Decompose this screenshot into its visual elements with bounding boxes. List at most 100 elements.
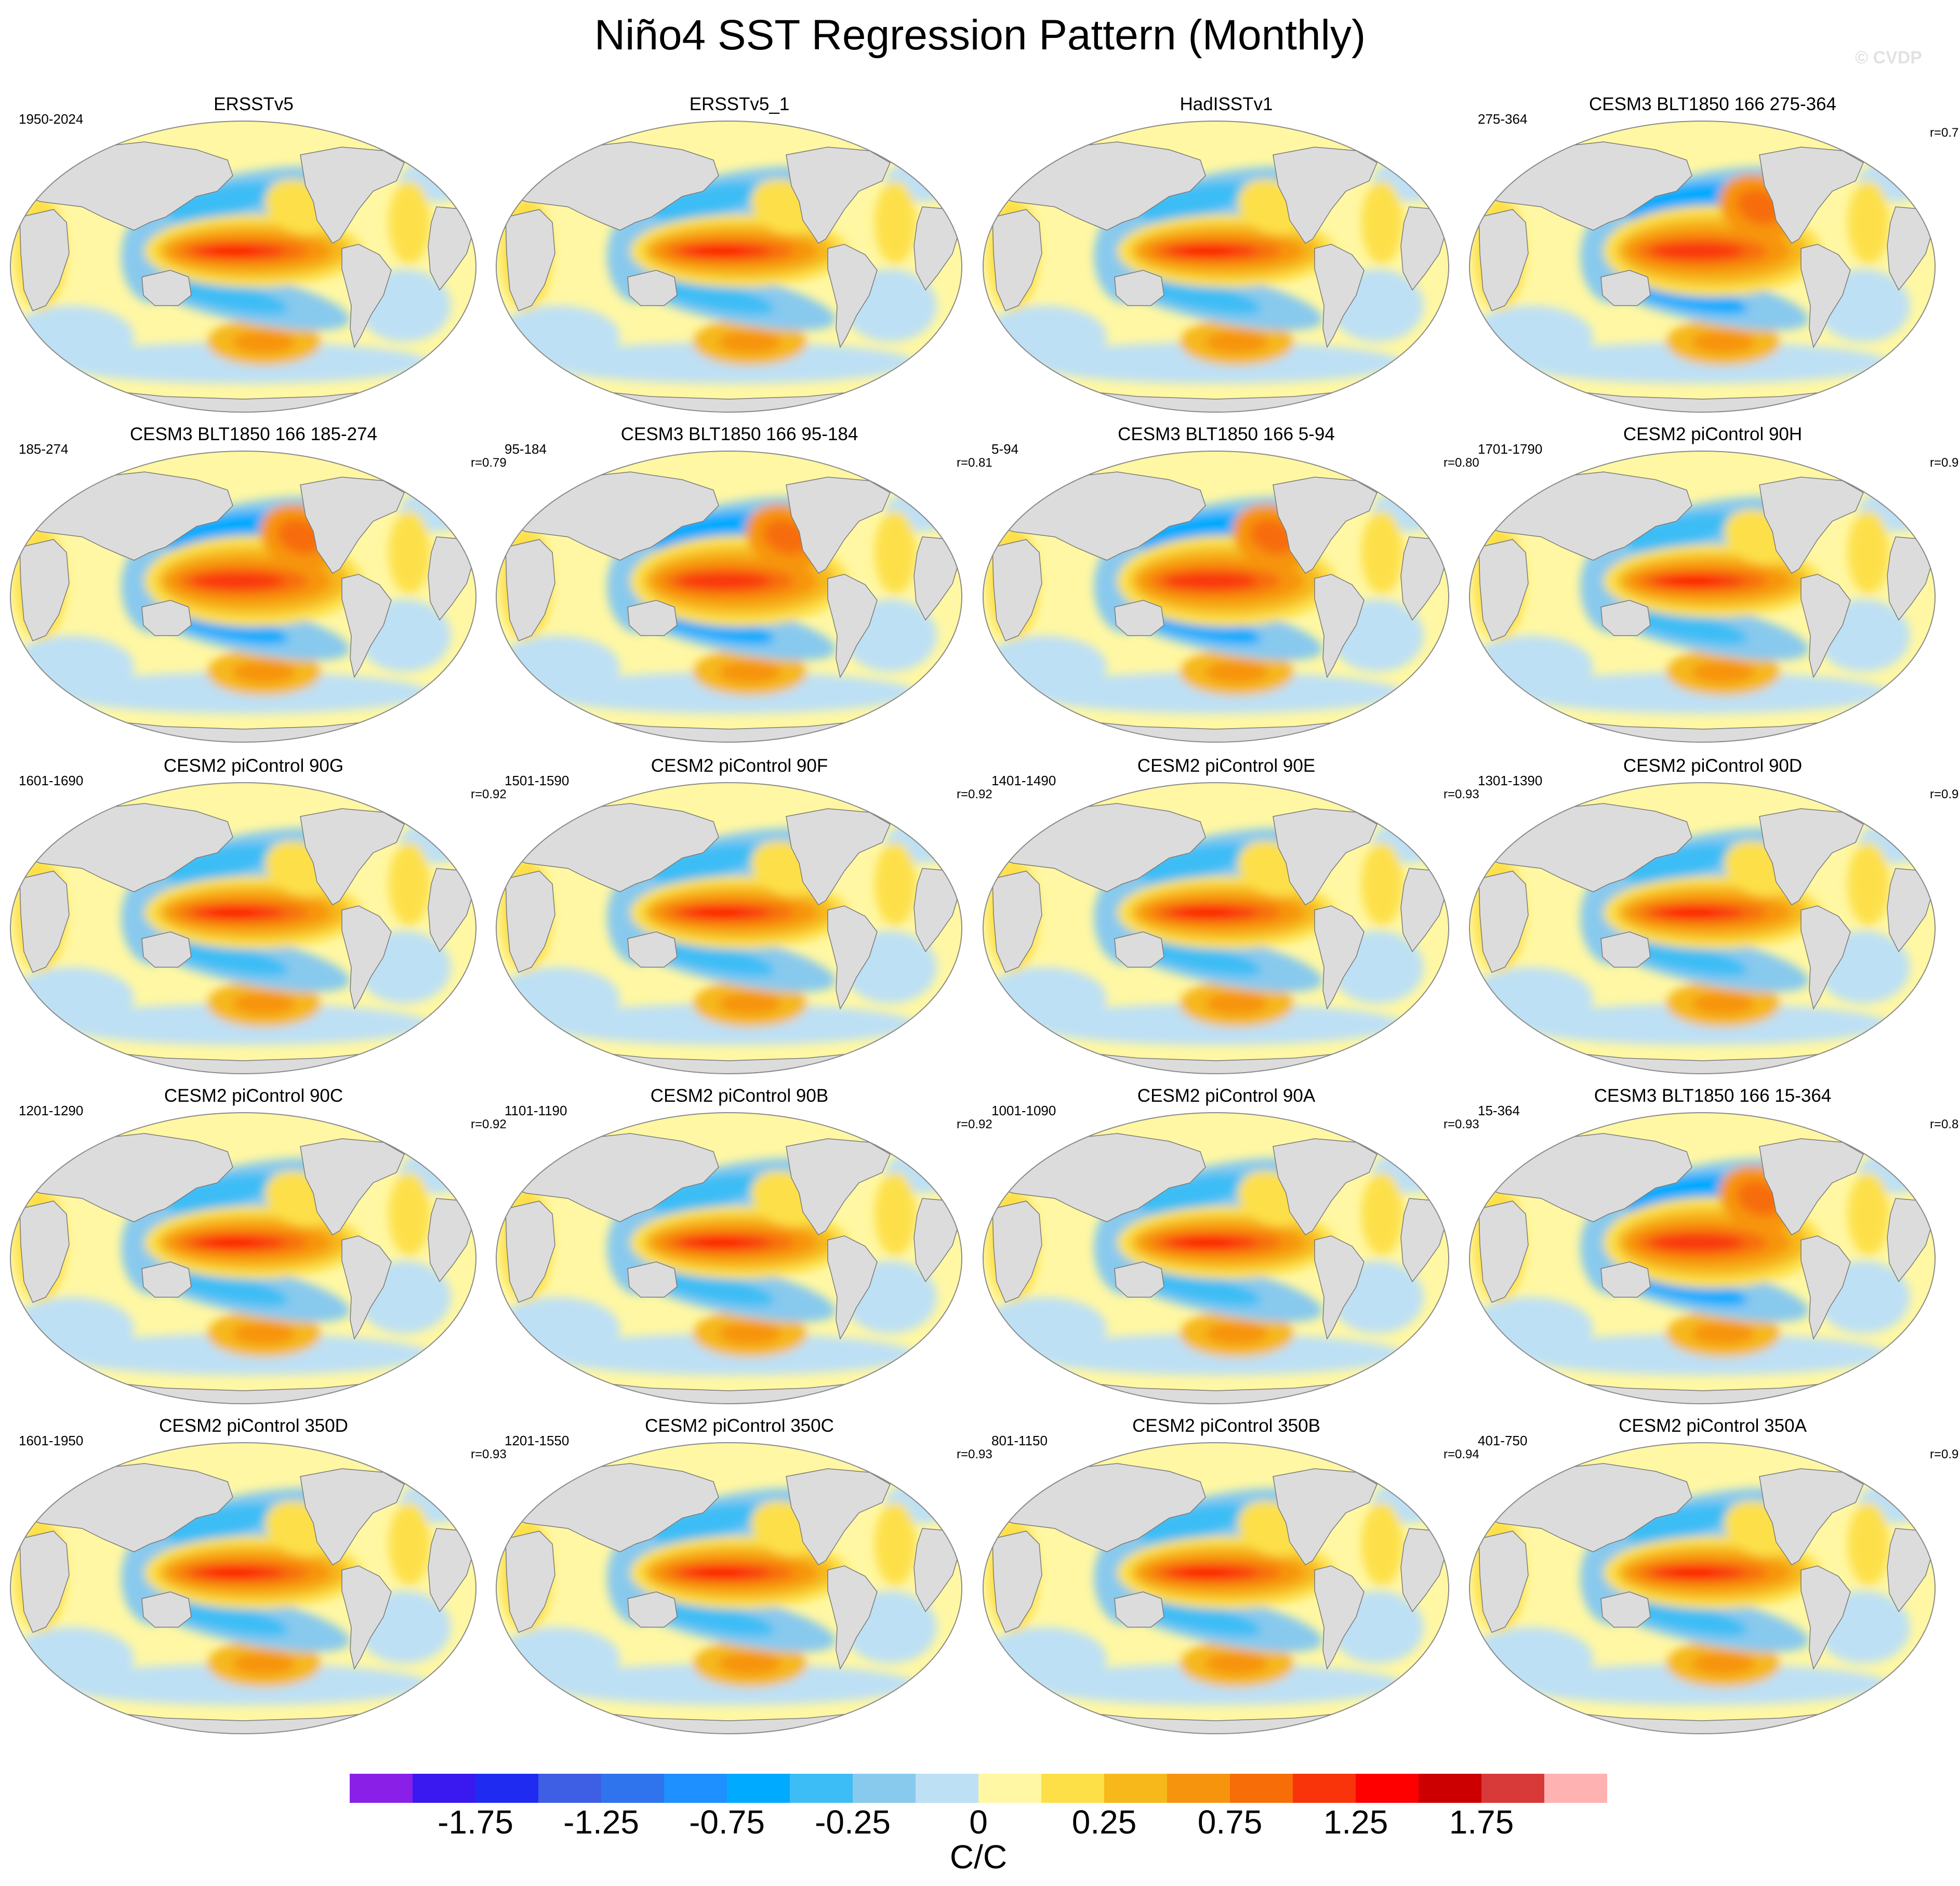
map-panel: CESM3 BLT1850 166 275-364 275-364 r=0.7 [1468, 94, 1959, 421]
neg-north-pacific-core [1129, 1503, 1251, 1544]
colorbar-swatch [727, 1774, 790, 1803]
pos-south-pacific-core [719, 331, 781, 353]
globe-outline [10, 1112, 476, 1404]
globe-outline [1469, 1442, 1936, 1734]
continent-outline [1800, 1565, 1851, 1670]
pos-equatorial-125 [1663, 577, 1720, 585]
continent-outline [1273, 808, 1378, 905]
pos-equatorial-125 [690, 908, 747, 917]
globe-outline [10, 451, 476, 743]
pos-tropical-atlantic [875, 1172, 916, 1256]
pos-tropical-atlantic [875, 511, 916, 594]
panel-years: 1201-1550 [505, 1433, 570, 1448]
continent-outline [786, 477, 891, 574]
globe-outline [1469, 1112, 1936, 1404]
colorbar-swatch [1481, 1774, 1545, 1803]
map-panel: ERSSTv5_1 [495, 94, 984, 421]
continent-outline [1759, 1468, 1864, 1565]
panel-years: 801-1150 [991, 1433, 1048, 1448]
pos-tropical-atlantic [1361, 181, 1403, 264]
continent-outline [1600, 1591, 1651, 1628]
map-panel: CESM2 piControl 350B 801-1150 r=0.94 [982, 1415, 1479, 1743]
neg-north-pacific-core [1129, 1173, 1251, 1214]
colorbar [350, 1774, 1607, 1803]
pos-tropical-atlantic [1361, 842, 1403, 926]
neg-north-pacific-core [156, 181, 279, 222]
continent-outline [992, 1531, 1042, 1633]
continent-outline [141, 1591, 192, 1628]
pos-tropical-atlantic [1848, 511, 1889, 594]
colorbar-swatch [1041, 1774, 1105, 1803]
continent-outline [627, 931, 678, 968]
continent-outline [1759, 1138, 1864, 1235]
neg-north-pacific-core [156, 1503, 279, 1544]
colorbar-swatch [475, 1774, 539, 1803]
map-panel: CESM2 piControl 90B 1101-1190 r=0.92 [495, 1085, 992, 1413]
globe-outline [983, 782, 1449, 1074]
regression-field [10, 822, 472, 1045]
panel-title: CESM3 BLT1850 166 275-364 [1588, 94, 1837, 114]
panel-years: 1950-2024 [19, 111, 84, 127]
pattern-correlation: r=0.92 [471, 787, 507, 801]
continent-outline [827, 1235, 878, 1340]
globe-outline [10, 1442, 476, 1734]
map-plot [10, 121, 476, 413]
pattern-correlation: r=0.80 [1443, 456, 1479, 470]
pos-equatorial-125 [690, 247, 747, 255]
continent-outline [1478, 209, 1529, 311]
continent-outline [786, 1138, 891, 1235]
map-plot [10, 451, 476, 743]
panel-years: 1101-1190 [505, 1103, 567, 1118]
pos-equatorial-125 [1177, 1568, 1234, 1577]
continent-outline [1600, 1261, 1651, 1298]
continent-outline [300, 808, 405, 905]
colorbar-swatch [853, 1774, 916, 1803]
continent-outline [1114, 1261, 1164, 1298]
map-panel: HadISSTv1 [982, 94, 1471, 421]
map-panel: ERSSTv5 1950-2024 [9, 94, 498, 421]
map-panel: CESM2 piControl 90H 1701-1790 r=0.9 [1468, 424, 1958, 751]
pos-equatorial-125 [1663, 908, 1720, 917]
continent-outline [1114, 931, 1164, 968]
continent-outline [341, 1235, 392, 1340]
panel-years: 1401-1490 [991, 773, 1056, 788]
pattern-correlation: r=0.8 [1930, 1117, 1959, 1131]
pos-south-pacific-core [719, 992, 781, 1015]
pos-south-pacific-core [233, 1322, 295, 1345]
panel-title: CESM2 piControl 90G [163, 756, 344, 776]
continent-outline [19, 1201, 70, 1303]
pos-equatorial-100 [1650, 242, 1744, 260]
panel-title: CESM2 piControl 90H [1623, 424, 1803, 444]
colorbar-swatch [978, 1774, 1042, 1803]
panel-years: 1501-1590 [505, 773, 570, 788]
continent-outline [141, 1261, 192, 1298]
globe-outline [1469, 782, 1936, 1074]
map-panel: CESM2 piControl 90E 1401-1490 r=0.93 [982, 755, 1479, 1083]
colorbar-swatch [1293, 1774, 1356, 1803]
panel-title: CESM2 piControl 90A [1137, 1086, 1316, 1106]
map-panel: CESM2 piControl 90C 1201-1290 r=0.92 [9, 1085, 507, 1413]
neg-north-pacific-core [642, 843, 764, 883]
panel-years: 1301-1390 [1478, 773, 1543, 788]
colorbar-swatch [413, 1774, 476, 1803]
neg-north-pacific-core [156, 1173, 279, 1214]
colorbar-swatch [1419, 1774, 1482, 1803]
colorbar-swatch [1104, 1774, 1168, 1803]
pattern-correlation: r=0.7 [1930, 126, 1959, 140]
pos-south-pacific-core [1692, 1322, 1754, 1345]
globe-outline [1469, 121, 1936, 413]
globe-outline [496, 451, 962, 743]
panel-title: CESM3 BLT1850 166 185-274 [129, 424, 378, 444]
continent-outline [1600, 931, 1651, 968]
map-panel: CESM2 piControl 350D 1601-1950 r=0.93 [9, 1415, 507, 1743]
continent-outline [1759, 147, 1864, 244]
globe-outline [496, 121, 962, 413]
panel-years: 5-94 [991, 441, 1019, 457]
continent-outline [19, 871, 70, 973]
continent-outline [627, 270, 678, 306]
map-plot [983, 782, 1449, 1074]
pos-equatorial-100 [1650, 1234, 1744, 1251]
continent-outline [341, 905, 392, 1010]
colorbar-swatch [601, 1774, 665, 1803]
panel-title: CESM3 BLT1850 166 15-364 [1594, 1086, 1832, 1106]
